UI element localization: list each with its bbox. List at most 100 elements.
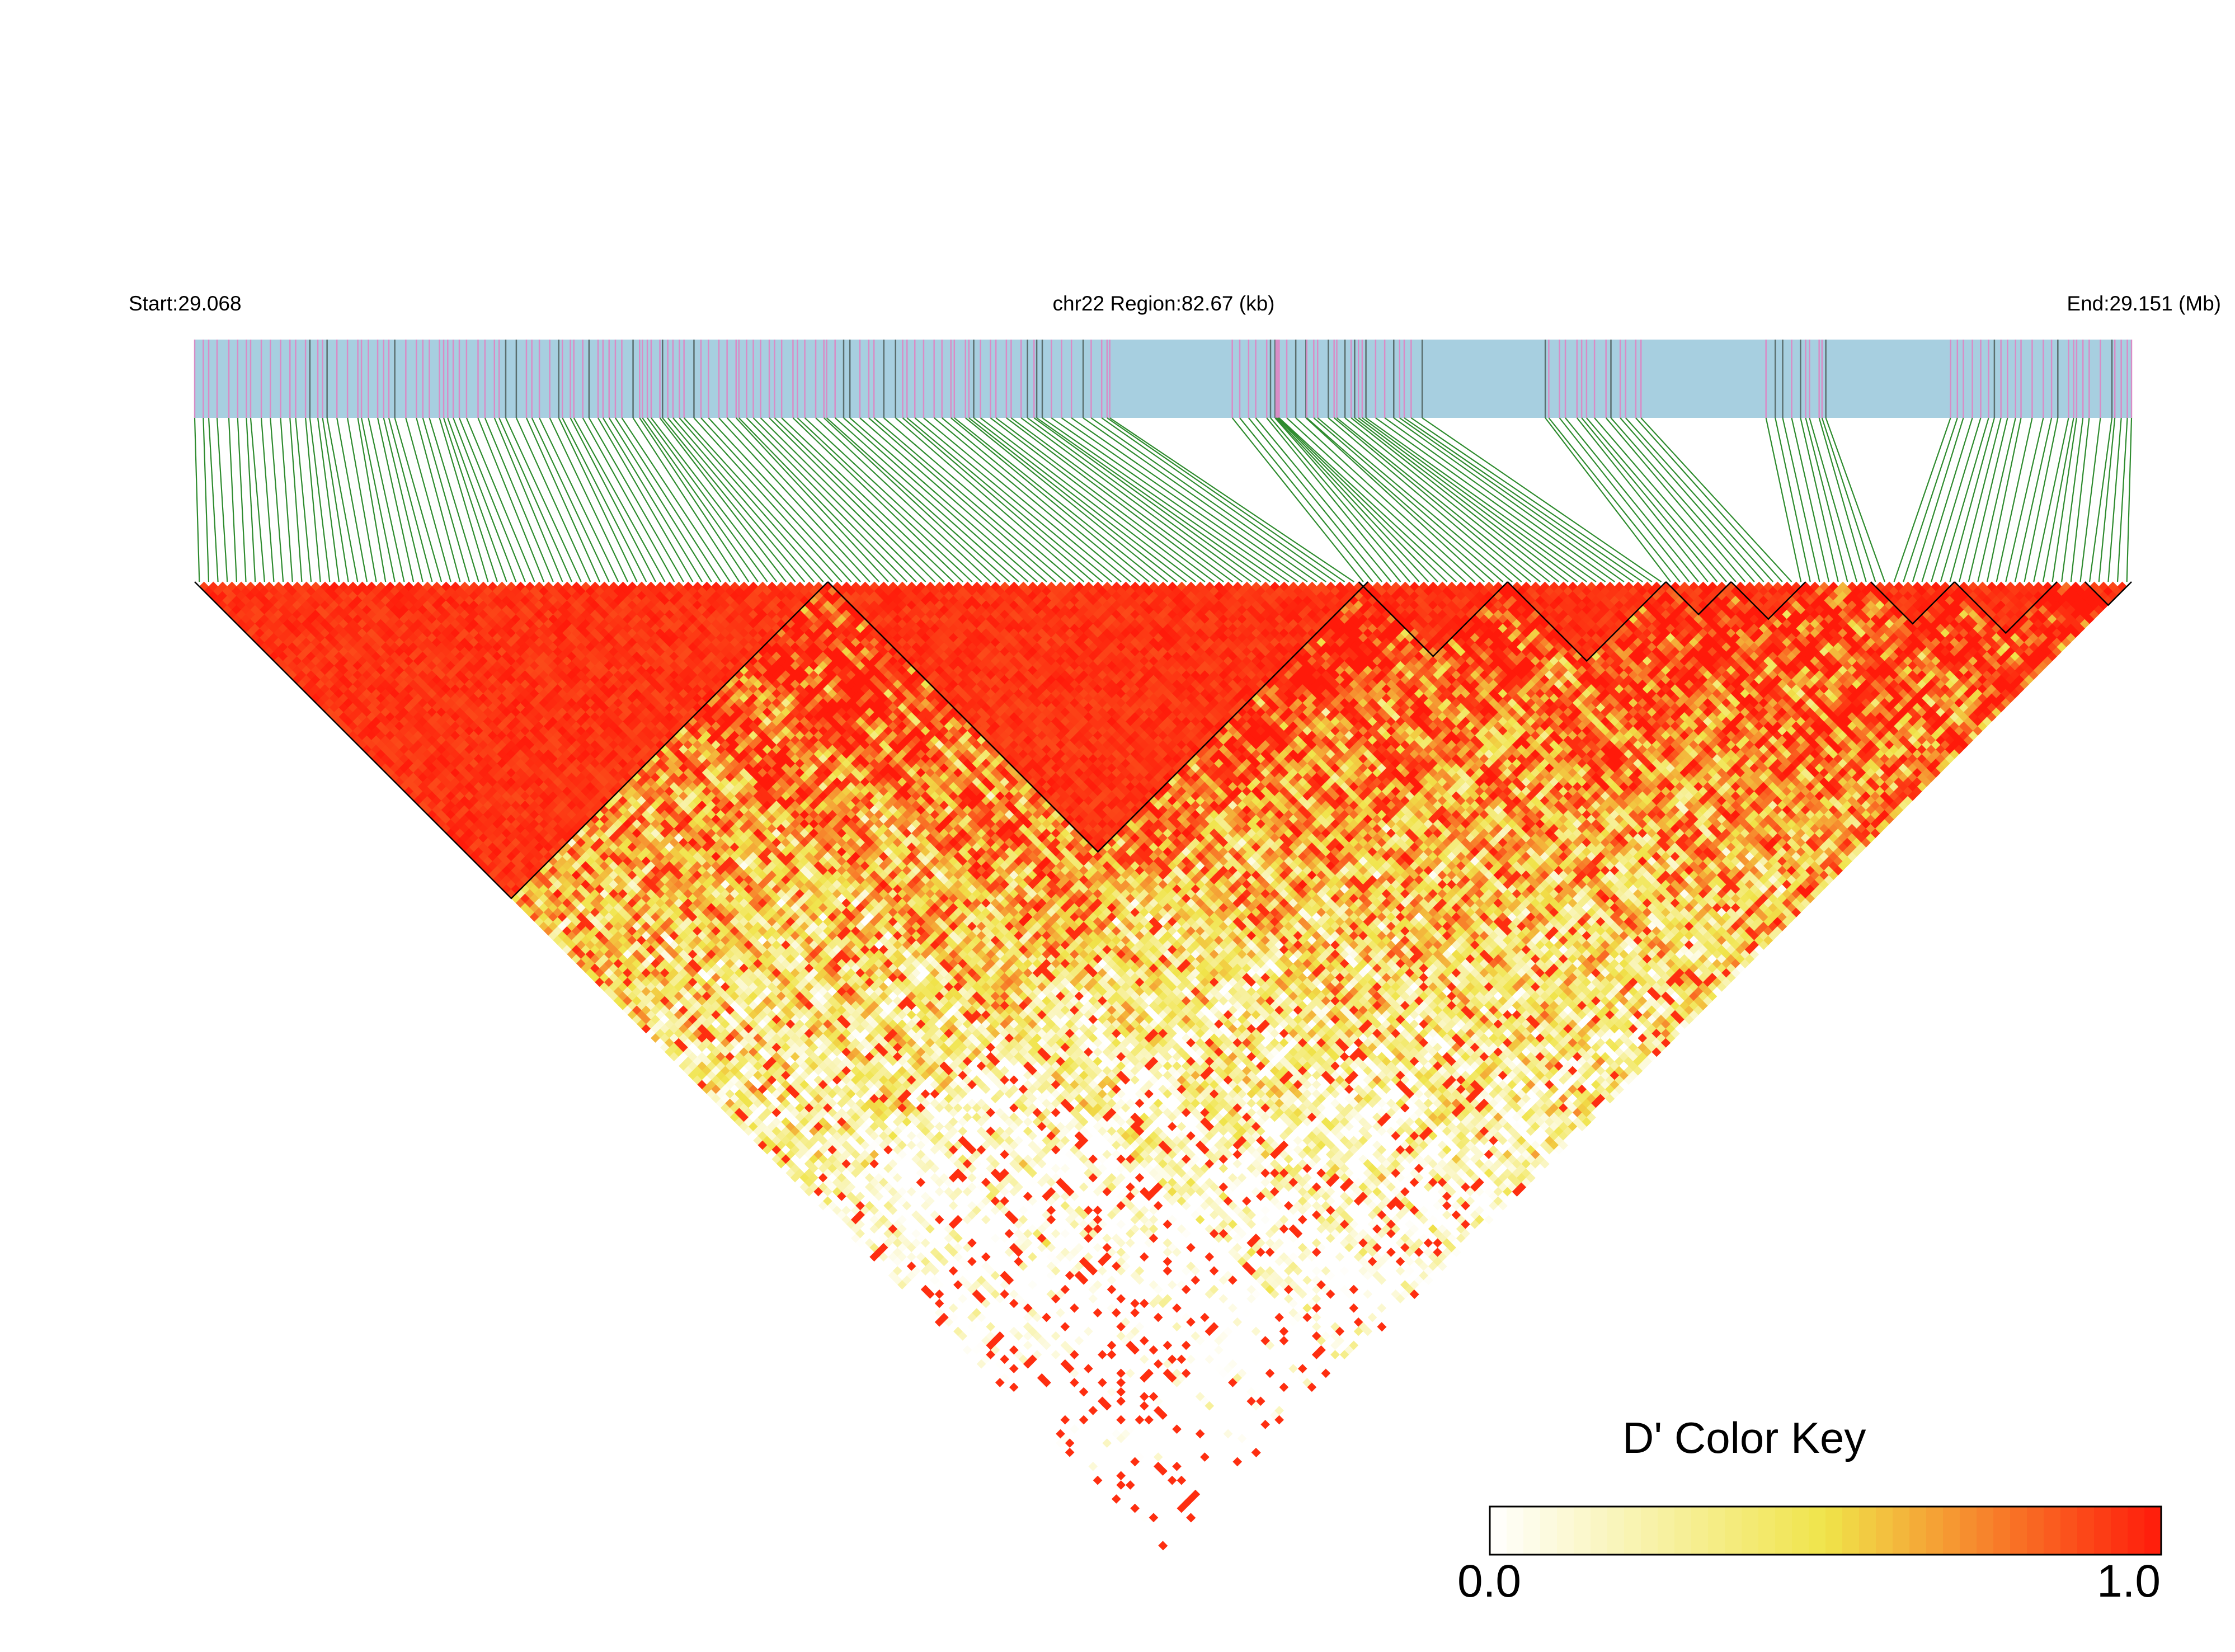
snp-connector-line [498,417,573,582]
snp-connector-line [429,417,479,582]
snp-connector-line [2116,417,2128,582]
snp-connector-line [549,417,628,582]
snp-connector-line [1362,417,1587,582]
snp-connector-line [1336,417,1541,582]
snp-connector-line [752,417,917,582]
snp-connector-line [1295,417,1476,582]
snp-connector-line [493,417,563,582]
snp-connector-line [1375,417,1606,582]
snp-connector-line [458,417,526,582]
snp-connector-line [1903,417,1958,582]
snp-connector-line [883,417,1075,582]
snp-connector-line [781,417,954,582]
snp-connector-line [597,417,694,582]
snp-connector-line [965,417,1169,582]
snp-connector-line [868,417,1057,582]
snp-connector-line [368,417,405,582]
snp-connector-line [1605,417,1746,582]
snp-connector-line [1042,417,1280,582]
snp-connector-line [1565,417,1699,582]
snp-connector-line [1305,417,1485,582]
snp-connector-line [1274,417,1420,582]
snp-connector-line [1581,417,1718,582]
snp-connector-line [1358,417,1578,582]
snp-connector-line [1775,417,1811,582]
snp-connector-line [667,417,806,582]
snp-connector-line [602,417,703,582]
snp-connector-line [990,417,1206,582]
snp-connector-line [194,417,200,582]
snp-connector-line [1107,417,1345,582]
snp-connector-line [873,417,1066,582]
snp-connector-lines [194,417,2133,582]
snp-connector-line [980,417,1196,582]
snp-connector-line [1266,417,1401,582]
snp-connector-line [208,417,219,582]
snp-connector-line [718,417,871,582]
snp-connector-line [642,417,759,582]
snp-connector-line [1101,417,1336,582]
snp-connector-line [357,417,387,582]
snp-connector-line [558,417,638,582]
snp-connector-line [1328,417,1522,582]
snp-connector-line [439,417,489,582]
snp-connector-line [1559,417,1690,582]
snp-connector-line [453,417,517,582]
snp-connector-line [1344,417,1550,582]
snp-connector-line [347,417,377,582]
snp-connector-line [1545,417,1671,582]
snp-connector-line [1782,417,1820,582]
snp-connector-line [2089,417,2113,582]
snp-connector-line [1968,417,2008,582]
snp-connector-line [228,417,237,582]
snp-connector-line [1083,417,1318,582]
snp-connector-line [1635,417,1783,582]
ld-cells [199,581,2128,1551]
snp-connector-line [973,417,1187,582]
snp-connector-line [515,417,591,582]
snp-connector-line [1255,417,1392,582]
snp-connector-line [2033,417,2069,582]
snp-connector-line [1912,417,1964,582]
snp-connector-line [621,417,731,582]
snp-connector-line [588,417,684,582]
snp-connector-line [1286,417,1466,582]
snp-connector-line [760,417,926,582]
snp-connector-line [1977,417,2016,582]
snp-connector-line [735,417,889,582]
snp-connector-line [797,417,973,582]
snp-connector-line [1809,417,1858,582]
snp-connector-line [1576,417,1709,582]
snp-connector-line [2014,417,2053,582]
snp-connector-line [1620,417,1765,582]
snp-connector-line [1239,417,1373,582]
snp-connector-line [484,417,554,582]
snp-connector-line [693,417,843,582]
snp-connector-line [289,417,303,582]
snp-connector-line [1384,417,1615,582]
snp-connector-line [1020,417,1243,582]
snp-connector-line [954,417,1159,582]
snp-connector-line [942,417,1141,582]
snp-connector-line [525,417,601,582]
snp-connector-line [2098,417,2116,582]
snp-connector-line [443,417,498,582]
snp-connector-line [849,417,1038,582]
snp-connector-line [260,417,275,582]
snp-connector-line [1818,417,1867,582]
snp-connector-line [1921,417,1973,582]
snp-connector-line [902,417,1094,582]
snp-connector-line [659,417,787,582]
snp-connector-line [1051,417,1290,582]
snp-connector-line [216,417,228,582]
snp-connector-line [1231,417,1364,582]
snp-connector-line [309,417,331,582]
snp-connector-line [1949,417,1995,582]
snp-connector-line [1404,417,1643,582]
snp-connector-line [826,417,1010,582]
snp-connector-line [1010,417,1234,582]
snp-connector-line [933,417,1131,582]
snp-connector-line [1800,417,1839,582]
snp-connector-line [1959,417,2002,582]
snp-connector-line [1365,417,1597,582]
